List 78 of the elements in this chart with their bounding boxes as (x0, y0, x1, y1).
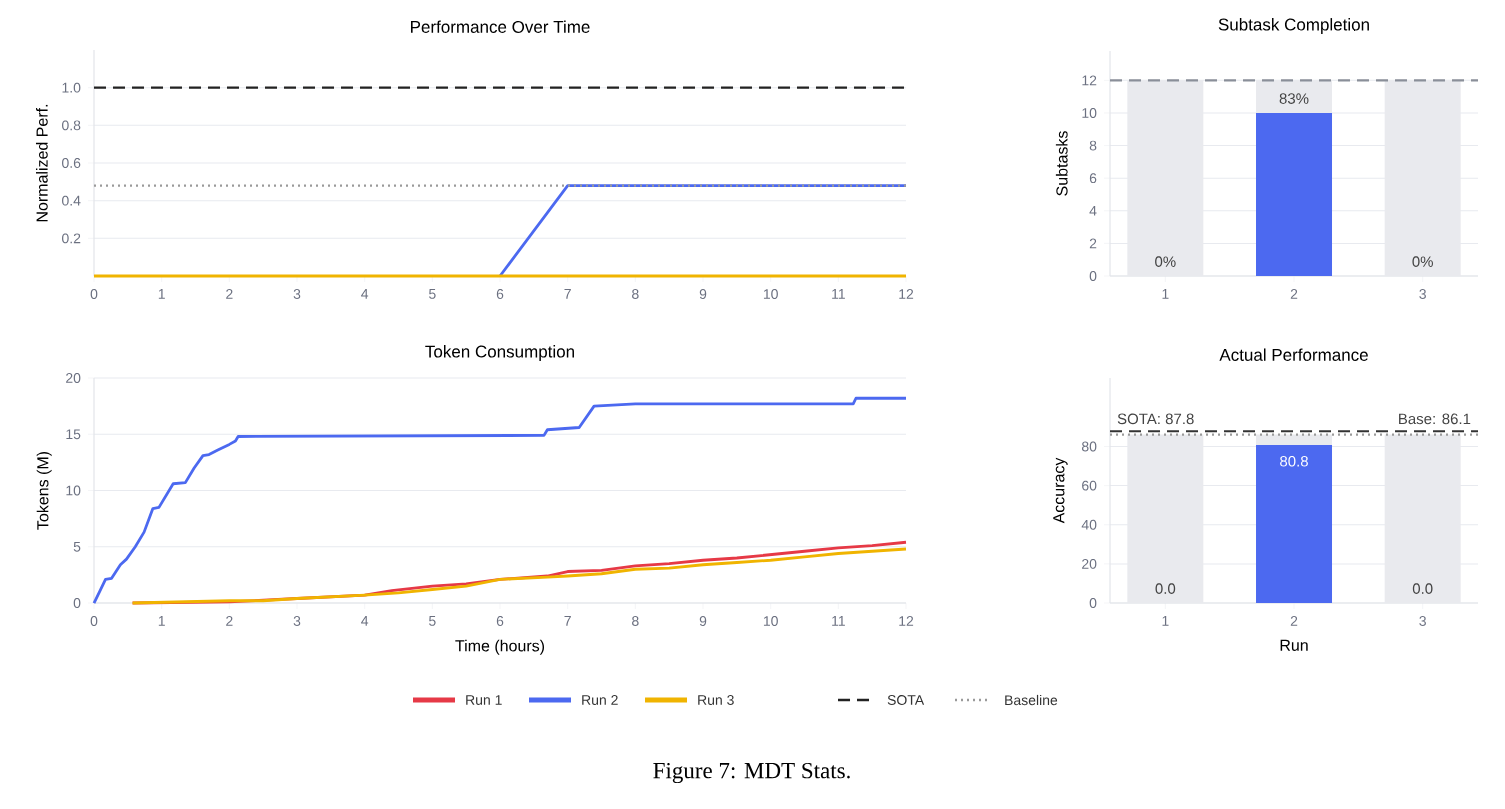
x-tick-label: 10 (763, 289, 778, 299)
data-label: 0.0 (1155, 583, 1176, 594)
y-tick-label: 15 (66, 429, 81, 440)
y-tick-label: 1.0 (62, 82, 81, 93)
x-tick-label: 12 (899, 289, 914, 299)
x-tick-label: 0 (90, 616, 98, 626)
x-tick-label: 6 (496, 616, 504, 626)
x-tick-label: 8 (632, 616, 639, 626)
annotation: 0% (1155, 256, 1176, 267)
x-tick-label: 3 (1419, 289, 1426, 299)
y-axis-title: Tokens (M) (36, 451, 52, 530)
annotation: 0% (1412, 256, 1433, 267)
y-tick-label: 0 (1089, 271, 1097, 281)
x-tick-label: 1 (158, 289, 165, 299)
y-axis-title: Normalized Perf. (35, 104, 48, 222)
x-tick-label: 3 (293, 616, 301, 626)
y-tick-label: 80 (1081, 441, 1097, 452)
legend-label: Run 2 (582, 695, 618, 705)
x-tick-label: 3 (1419, 616, 1426, 626)
y-tick-label: 4 (1089, 205, 1097, 216)
x-tick-label: 7 (564, 616, 571, 626)
x-tick-label: 5 (429, 616, 436, 626)
x-tick-label: 8 (632, 289, 639, 299)
x-tick-label: 2 (226, 616, 233, 626)
x-tick-label: 6 (496, 289, 504, 299)
x-tick-label: 5 (429, 289, 436, 299)
caption: Figure 7: MDT Stats. (653, 762, 850, 784)
y-tick-label: 8 (1089, 140, 1097, 151)
x-tick-label: 12 (899, 616, 914, 626)
annotation: 83% (1279, 93, 1309, 104)
legend-label: Run 1 (466, 695, 502, 705)
y-tick-label: 40 (1081, 519, 1097, 530)
x-tick-label: 1 (1162, 289, 1169, 299)
y-tick-label: 0.8 (62, 120, 81, 131)
y-axis-title: Accuracy (1053, 457, 1068, 524)
ref-line-label: SOTA: 87.8 (1117, 413, 1194, 425)
legend-label: Run 3 (698, 695, 734, 705)
x-axis-title: Run (1280, 639, 1308, 651)
x-tick-label: 7 (564, 289, 571, 299)
chart-title: Performance Over Time (411, 20, 590, 33)
x-tick-label: 11 (832, 616, 845, 626)
legend-label: SOTA (887, 695, 925, 705)
x-tick-label: 9 (699, 616, 707, 626)
chart-title: Actual Performance (1219, 348, 1368, 361)
x-tick-label: 9 (699, 289, 707, 299)
y-tick-label: 10 (66, 485, 81, 496)
y-tick-label: 20 (66, 373, 81, 383)
y-tick-label: 0 (73, 598, 81, 608)
x-tick-label: 2 (1290, 289, 1298, 299)
x-tick-label: 4 (361, 289, 369, 299)
data-label: 80.8 (1280, 455, 1308, 467)
y-tick-label: 0.6 (62, 158, 81, 168)
x-tick-label: 2 (1290, 616, 1298, 626)
data-label: 0.0 (1412, 583, 1433, 594)
chart-title: Token Consumption (425, 345, 574, 361)
x-axis-title: Time (hours) (455, 639, 545, 655)
y-tick-label: 0 (1089, 598, 1097, 608)
x-tick-label: 2 (226, 289, 233, 299)
y-tick-label: 12 (1082, 75, 1097, 86)
y-tick-label: 10 (1082, 108, 1097, 118)
y-tick-label: 20 (1082, 558, 1097, 569)
x-tick-label: 10 (763, 616, 778, 626)
legend-label: Baseline (1005, 694, 1058, 706)
y-tick-label: 60 (1082, 480, 1097, 491)
x-tick-label: 0 (90, 289, 98, 299)
x-tick-label: 1 (1162, 616, 1169, 626)
ref-line-label: Base: 86.1 (1399, 413, 1471, 425)
x-tick-label: 3 (293, 289, 301, 299)
chart-title: Subtask Completion (1218, 18, 1369, 34)
y-tick-label: 2 (1089, 238, 1097, 249)
y-tick-label: 6 (1089, 173, 1097, 184)
x-tick-label: 4 (361, 616, 369, 626)
y-tick-label: 5 (73, 541, 81, 552)
y-tick-label: 0.2 (62, 233, 81, 244)
y-axis-title: Subtasks (1055, 131, 1068, 196)
x-tick-label: 11 (832, 289, 845, 299)
y-tick-label: 0.4 (62, 195, 81, 206)
x-tick-label: 1 (158, 616, 165, 626)
